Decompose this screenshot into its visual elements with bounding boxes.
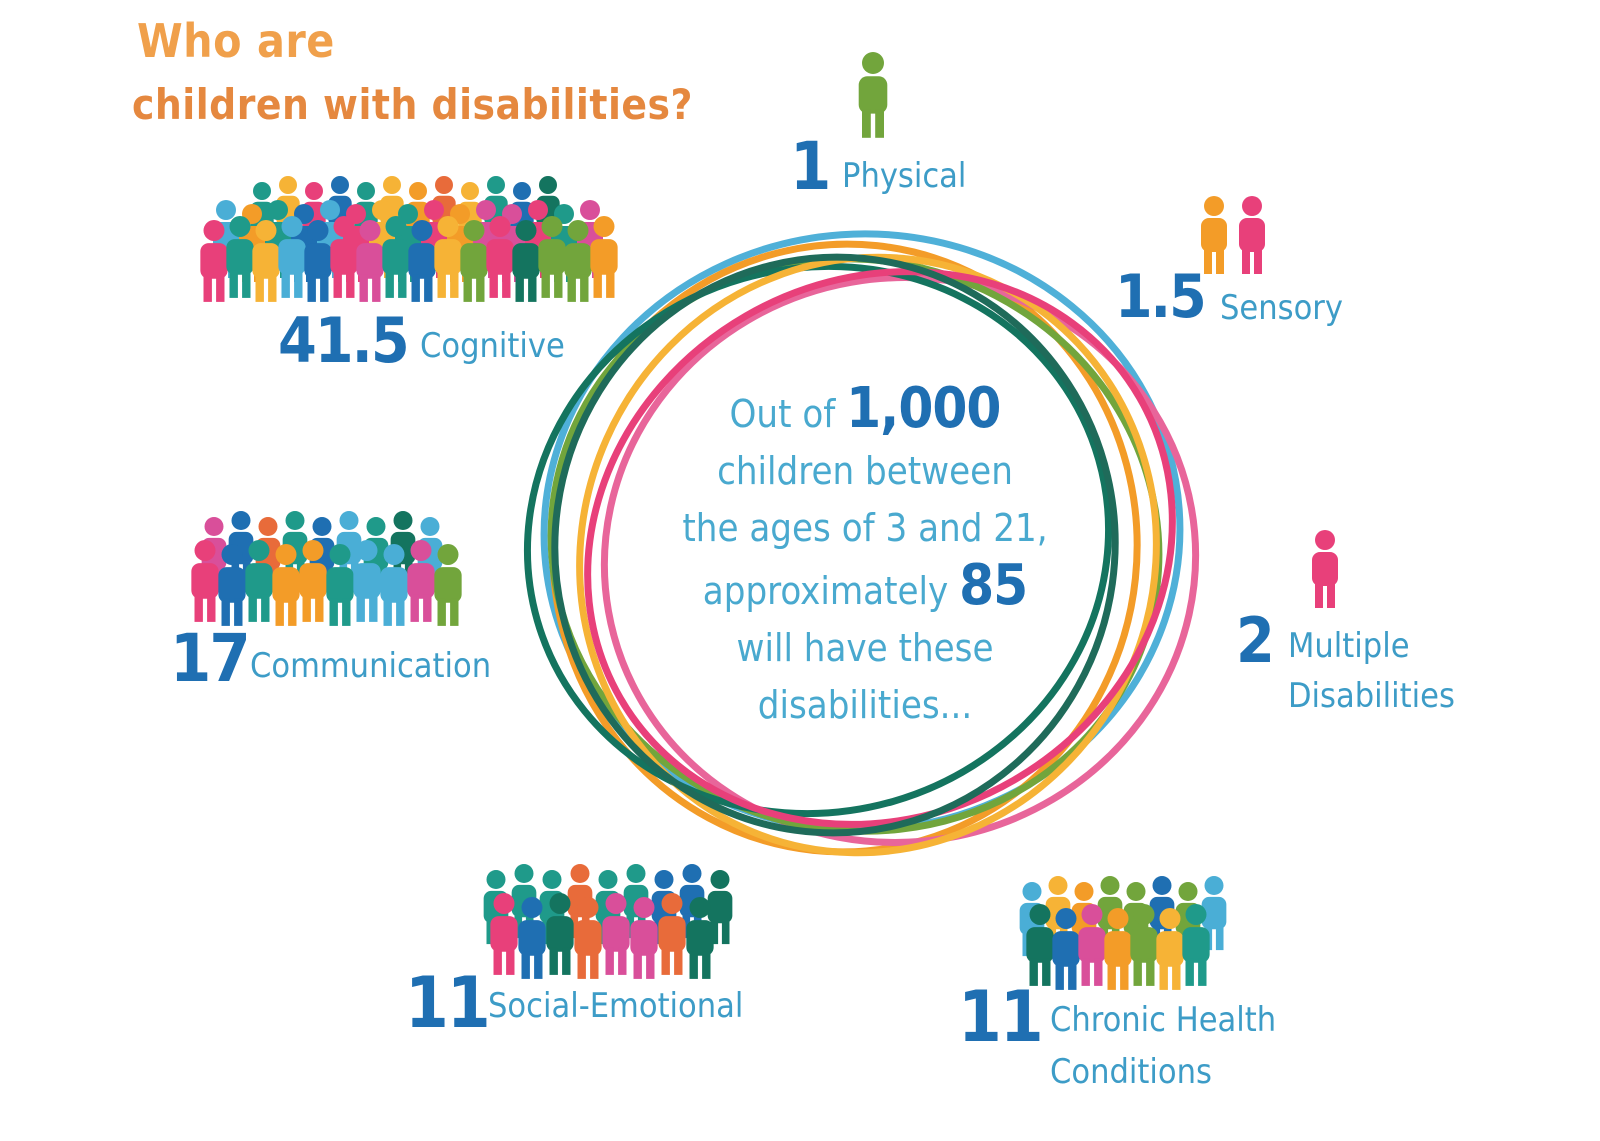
chronic-value: 11: [958, 976, 1044, 1058]
person-icon: [686, 897, 714, 979]
person-icon: [304, 220, 332, 302]
person-icon: [380, 544, 408, 626]
center-line-1: Out of 1,000: [640, 380, 1090, 443]
center-approx: approximately: [702, 569, 949, 613]
multiple-label-line-2: Disabilities: [1288, 676, 1455, 716]
person-icon: [434, 216, 462, 298]
center-line-6: disabilities...: [757, 683, 973, 727]
social-emotional-value: 11: [405, 962, 491, 1044]
person-icon: [200, 220, 228, 302]
communication-value: 17: [170, 620, 251, 697]
people-figures: [191, 52, 1338, 990]
physical-label: Physical: [842, 156, 967, 196]
person-icon: [1239, 196, 1265, 274]
sensory-value: 1.5: [1115, 262, 1207, 332]
person-icon: [564, 220, 592, 302]
ring-7: [584, 268, 1176, 828]
person-icon: [272, 544, 300, 626]
person-icon: [278, 216, 306, 298]
person-icon: [245, 540, 273, 622]
chronic-label-line-2: Conditions: [1050, 1052, 1212, 1092]
person-icon: [226, 216, 254, 298]
person-icon: [538, 216, 566, 298]
person-icon: [407, 540, 435, 622]
person-icon: [1182, 904, 1210, 986]
person-icon: [1312, 530, 1338, 608]
person-icon: [330, 216, 358, 298]
person-icon: [590, 216, 618, 298]
center-line-2: children between: [717, 449, 1013, 493]
person-icon: [326, 544, 354, 626]
person-icon: [518, 897, 546, 979]
sensory-label: Sensory: [1220, 288, 1343, 328]
person-icon: [408, 220, 436, 302]
person-icon: [382, 216, 410, 298]
person-icon: [460, 220, 488, 302]
cognitive-value: 41.5: [278, 304, 410, 377]
multiple-value: 2: [1236, 604, 1275, 677]
person-icon: [486, 216, 514, 298]
center-line-4: approximately 85: [640, 557, 1090, 620]
person-icon: [1026, 904, 1054, 986]
social-emotional-label: Social-Emotional: [488, 986, 744, 1026]
cognitive-label: Cognitive: [420, 326, 565, 366]
center-count: 85: [959, 553, 1028, 618]
person-icon: [1078, 904, 1106, 986]
person-icon: [630, 897, 658, 979]
person-icon: [1052, 908, 1080, 990]
chronic-label-line-1: Chronic Health: [1050, 1000, 1277, 1040]
person-icon: [574, 897, 602, 979]
person-icon: [512, 220, 540, 302]
multiple-label-line-1: Multiple: [1288, 626, 1410, 666]
person-icon: [858, 52, 888, 138]
person-icon: [252, 220, 280, 302]
person-icon: [546, 893, 574, 975]
title-line-1: Who are: [137, 14, 335, 68]
person-icon: [1201, 196, 1227, 274]
center-statement: Out of 1,000 children between the ages o…: [640, 380, 1090, 734]
person-icon: [602, 893, 630, 975]
person-icon: [658, 893, 686, 975]
center-line-5: will have these: [736, 626, 994, 670]
person-icon: [1130, 904, 1158, 986]
center-total: 1,000: [846, 376, 1001, 441]
title-line-2: children with disabilities?: [132, 80, 693, 129]
ring-5: [523, 262, 1113, 818]
communication-label: Communication: [250, 646, 492, 686]
person-icon: [299, 540, 327, 622]
person-icon: [434, 544, 462, 626]
center-prefix: Out of: [729, 392, 836, 436]
ring-8: [551, 253, 1119, 837]
person-icon: [1156, 908, 1184, 990]
overlapping-rings: [523, 230, 1200, 857]
person-icon: [191, 540, 219, 622]
person-icon: [490, 893, 518, 975]
physical-value: 1: [790, 128, 831, 205]
person-icon: [353, 540, 381, 622]
person-icon: [1104, 908, 1132, 990]
center-line-3: the ages of 3 and 21,: [682, 506, 1048, 550]
person-icon: [356, 220, 384, 302]
person-icon: [218, 544, 246, 626]
person-icon: [707, 870, 733, 945]
